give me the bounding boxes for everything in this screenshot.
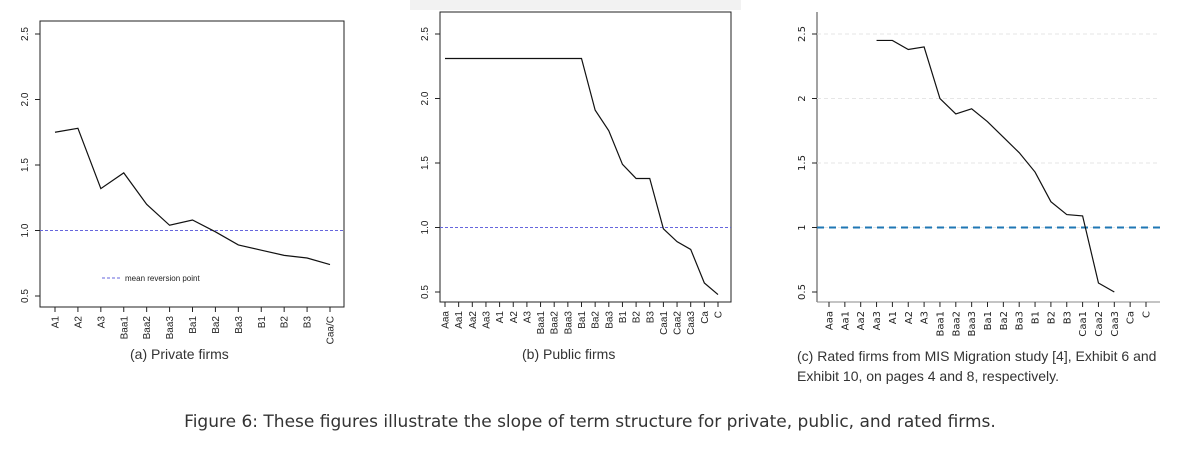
x-tick-label: Ba2 [591,311,602,329]
x-tick-label: Ba3 [1015,311,1026,330]
x-tick-label: Ca [700,311,711,324]
x-tick-label: Baa3 [563,311,574,335]
x-tick-label: Ba3 [604,311,615,329]
y-tick-label: 0.5 [420,285,431,299]
y-tick-label: 1.5 [20,158,31,172]
x-tick-label: Ba1 [188,316,199,334]
chart-top-shade [410,0,741,10]
x-tick-label: Ba1 [577,311,588,329]
y-tick-label: 0.5 [797,284,808,300]
x-tick-label: B3 [645,311,656,324]
x-tick-label: A3 [522,311,533,324]
y-tick-label: 1 [797,224,808,230]
x-tick-label: Ba1 [983,311,994,330]
plot-frame [439,11,732,303]
x-tick-label: Aaa [441,311,452,329]
x-tick-label: Baa2 [550,311,561,335]
x-tick-label: C [1142,311,1153,318]
x-tick-label: Ba2 [999,311,1010,330]
x-tick-label: Ca [1126,311,1137,324]
y-tick-label: 2.5 [797,26,808,42]
x-tick-label: A1 [51,316,62,329]
x-tick-label: Caa1 [1078,311,1089,337]
x-tick-label: Baa1 [935,311,946,336]
y-tick-label: 1.0 [420,220,431,234]
x-tick-label: Caa2 [673,311,684,335]
x-tick-label: Ba3 [234,316,245,334]
x-tick-label: B3 [1062,311,1073,324]
x-tick-label: B1 [257,316,268,329]
series-line [876,39,1115,293]
x-tick-label: B2 [632,311,643,324]
x-tick-label: A3 [96,316,107,329]
x-tick-label: B1 [1031,311,1042,324]
x-tick-label: Aa2 [856,311,867,330]
caption-public-firms: (b) Public firms [522,346,616,362]
x-tick-label: Baa2 [142,316,153,340]
x-tick-label: A3 [920,311,931,324]
x-tick-label: Aa1 [840,311,851,330]
x-tick-label: Aa2 [468,311,479,329]
y-tick-label: 1.5 [797,155,808,171]
y-tick-label: 2 [797,95,808,101]
x-tick-label: Aa1 [454,311,465,329]
series-line [54,127,331,266]
y-tick-label: 1.0 [20,223,31,237]
x-tick-label: A1 [888,311,899,324]
x-tick-label: C [714,311,725,318]
x-tick-label: B2 [1046,311,1057,324]
y-tick-label: 1.5 [420,156,431,170]
x-tick-label: A1 [495,311,506,324]
x-tick-label: Ba2 [211,316,222,334]
x-tick-label: Baa3 [165,316,176,340]
x-tick-label: Caa3 [686,311,697,335]
x-tick-label: Caa2 [1094,311,1105,337]
x-tick-label: Aaa [825,311,836,330]
plot-frame [39,20,345,308]
x-tick-label: B3 [303,316,314,329]
x-tick-label: Caa1 [659,311,670,335]
y-tick-label: 2.0 [420,91,431,105]
x-tick-label: Baa2 [951,311,962,336]
x-tick-label: B1 [618,311,629,324]
figure-caption: Figure 6: These figures illustrate the s… [184,412,996,432]
caption-rated-firms: (c) Rated firms from MIS Migration study… [797,348,1157,384]
x-tick-label: A2 [904,311,915,324]
chart-panel-public: 0.5 1.0 1.5 2.0 2.5 Aaa Aa1 Aa2 Aa3 A1 A2 A3 Baa1 Baa… [390,0,750,345]
x-tick-label: Aa3 [872,311,883,330]
chart-panel-rated: 0.5 1 1.5 2 2.5 Aaa Aa1 Aa2 Aa3 A1 A2 A3 Baa1 Baa2 Baa… [770,0,1180,345]
series-line [445,57,719,296]
chart-panel-private: 0.5 1.0 1.5 2.0 2.5 A1 A2 A3 Baa1 Baa2 Baa3 Ba1 Ba2 B… [0,0,360,345]
x-tick-label: Caa/C [326,316,337,344]
x-tick-label: A2 [73,316,84,329]
y-tick-label: 0.5 [20,289,31,303]
x-tick-label: Aa3 [481,311,492,329]
y-tick-label: 2.0 [20,92,31,106]
legend-label: mean reversion point [125,274,200,283]
x-tick-label: Baa1 [119,316,130,340]
x-tick-label: A2 [509,311,520,324]
x-tick-label: Baa1 [536,311,547,335]
x-tick-label: Baa3 [967,311,978,336]
private-firms-chart: 0.5 1.0 1.5 2.0 2.5 A1 A2 A3 Baa1 Baa2 Baa3 Ba1 Ba2 B… [20,20,345,344]
y-tick-label: 2.5 [420,27,431,41]
rated-firms-chart: 0.5 1 1.5 2 2.5 Aaa Aa1 Aa2 Aa3 A1 A2 A3 Baa1 Baa2 Baa… [797,12,1160,337]
x-tick-label: Caa3 [1110,311,1121,337]
caption-private-firms: (a) Private firms [130,346,229,362]
x-tick-label: B2 [280,316,291,329]
y-tick-label: 2.5 [20,27,31,41]
